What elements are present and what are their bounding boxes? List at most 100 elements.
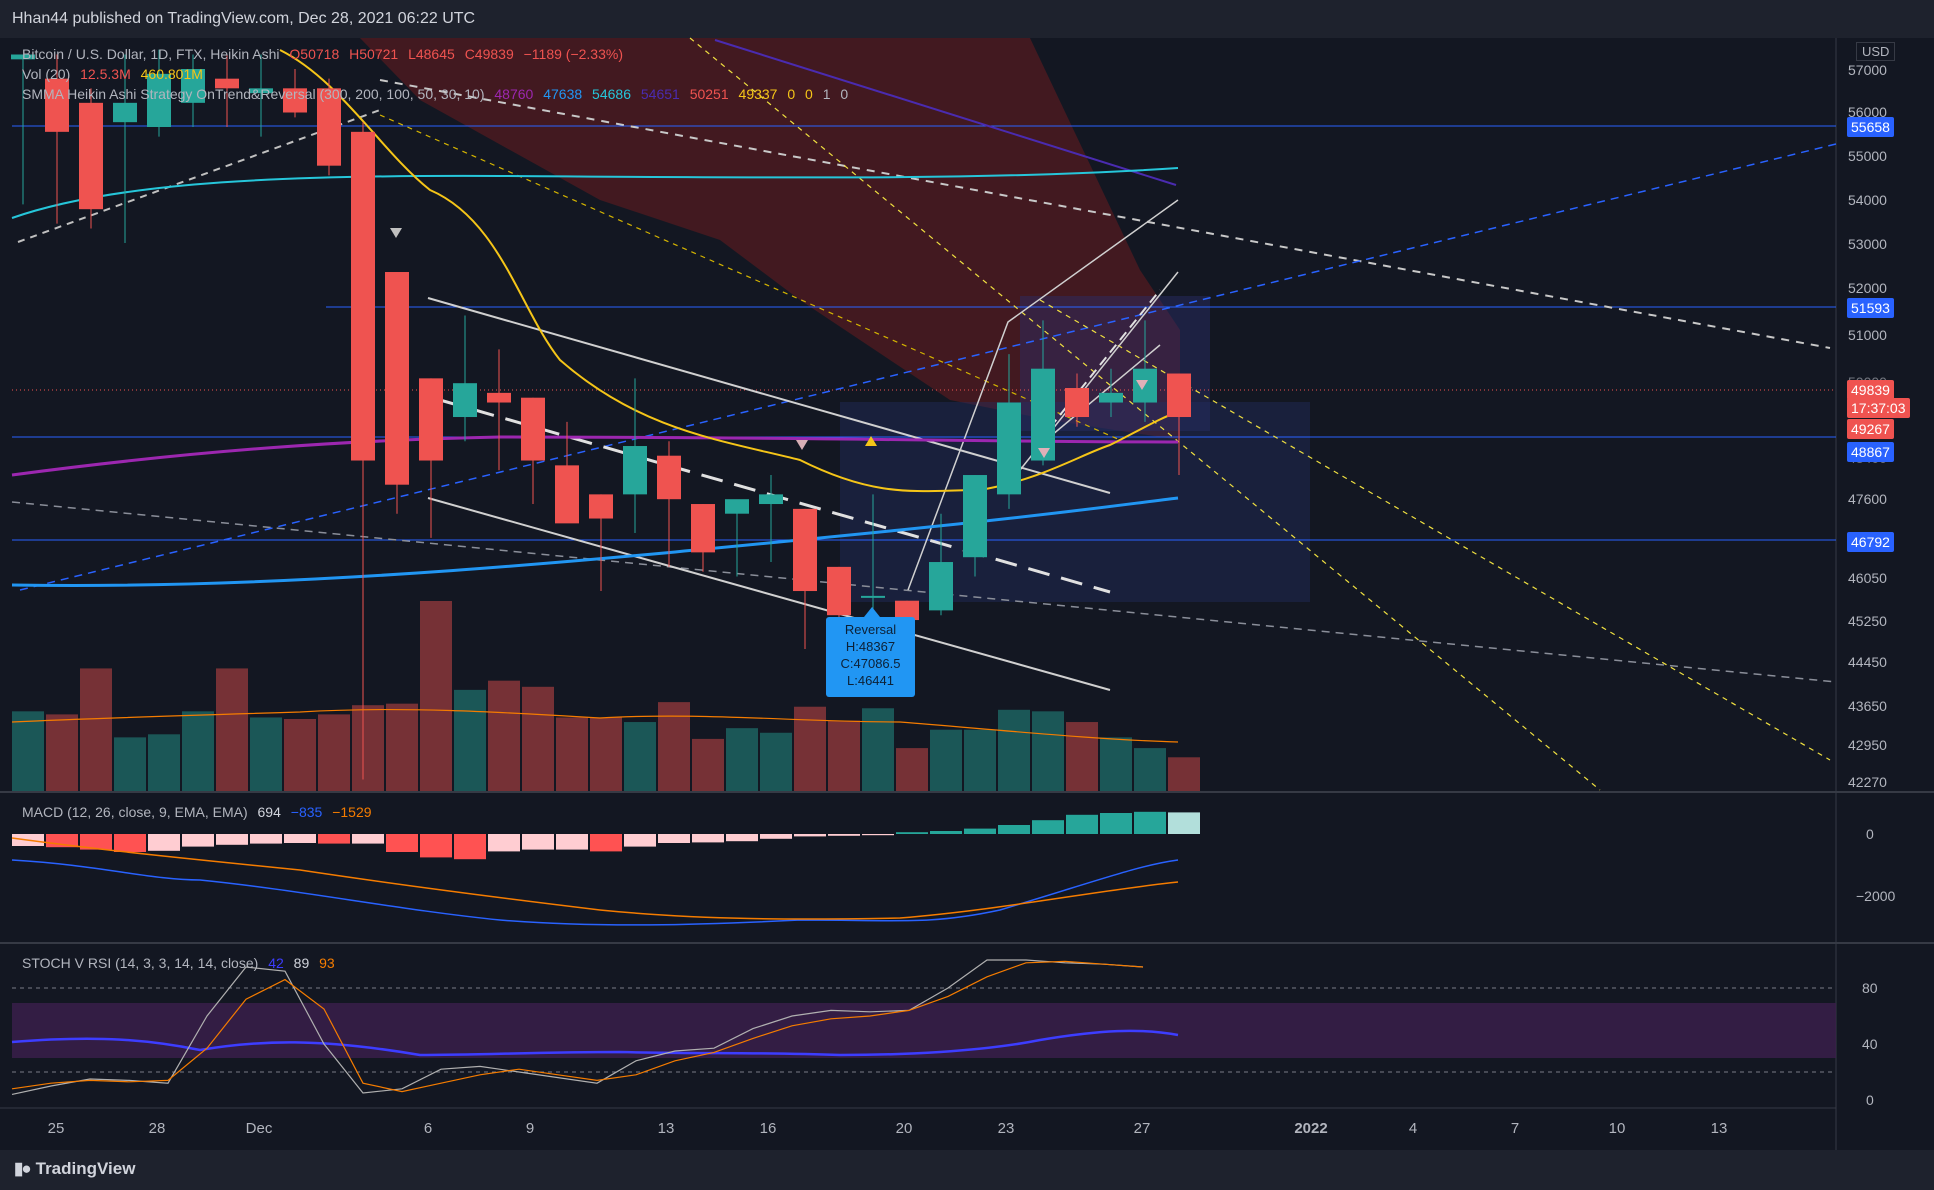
- brand-name: TradingView: [35, 1159, 136, 1178]
- macd-bar: [250, 834, 282, 844]
- price-tag-51593: 51593: [1847, 298, 1894, 318]
- symbol-name[interactable]: Bitcoin / U.S. Dollar, 1D, FTX, Heikin A…: [22, 46, 280, 62]
- volume-bar: [12, 711, 44, 791]
- currency-badge[interactable]: USD: [1856, 42, 1896, 61]
- stoch-v2: 89: [293, 955, 310, 971]
- macd-name[interactable]: MACD (12, 26, close, 9, EMA, EMA): [22, 804, 248, 820]
- stoch-axis-label: 0: [1866, 1092, 1874, 1108]
- date-label: 10: [1608, 1120, 1626, 1137]
- macd-bar: [454, 834, 486, 860]
- tradingview-logo[interactable]: ▮● TradingView: [14, 1159, 135, 1179]
- trend-dashed-blue: [19, 143, 1837, 591]
- volume-bar: [896, 748, 928, 791]
- candle-body: [657, 455, 681, 500]
- price-chart[interactable]: [0, 0, 1934, 1150]
- vol-name[interactable]: Vol (20): [22, 66, 71, 82]
- candle-body: [895, 600, 919, 621]
- ma-cyan: [11, 167, 1179, 219]
- stoch-k-line: [11, 959, 1144, 1095]
- rising-wedge: [907, 199, 1179, 591]
- macd-bar: [828, 834, 860, 836]
- stoch-axis-label: 40: [1862, 1036, 1878, 1052]
- volume-bar: [828, 720, 860, 791]
- macd-v2: −835: [290, 804, 323, 820]
- macd-bar: [148, 834, 180, 851]
- main-legend[interactable]: Bitcoin / U.S. Dollar, 1D, FTX, Heikin A…: [22, 46, 629, 62]
- stoch-band: [12, 1003, 1836, 1058]
- vol-value-2: 460.801M: [140, 66, 203, 82]
- volume-bar: [318, 714, 350, 791]
- volume-bar: [1066, 722, 1098, 791]
- price-label: 43650: [1848, 698, 1887, 714]
- candle-body: [1167, 373, 1191, 418]
- price-label: 53000: [1848, 236, 1887, 252]
- stoch-rsi-line: [11, 1029, 1179, 1057]
- candle-body: [1133, 368, 1157, 403]
- macd-bar: [352, 834, 384, 844]
- candle-body: [725, 499, 749, 514]
- macd-bar: [386, 834, 418, 852]
- price-label: 47600: [1848, 491, 1887, 507]
- smma-name[interactable]: SMMA Heikin Ashi Strategy OnTrend&Revers…: [22, 86, 485, 102]
- date-label: 23: [997, 1120, 1015, 1137]
- volume-bar: [46, 714, 78, 791]
- macd-bar: [862, 834, 894, 836]
- macd-bar: [590, 834, 622, 852]
- macd-bar: [658, 834, 690, 843]
- date-label: 7: [1510, 1120, 1520, 1137]
- volume-bar: [658, 702, 690, 791]
- smma-legend[interactable]: SMMA Heikin Ashi Strategy OnTrend&Revers…: [22, 86, 854, 102]
- ma-yellow: [279, 49, 1179, 493]
- candle-body: [181, 69, 205, 103]
- price-label: 46050: [1848, 570, 1887, 586]
- macd-line: [11, 859, 1179, 926]
- high-value: H50721: [349, 46, 399, 62]
- macd-bar: [182, 834, 214, 847]
- volume-bar: [284, 718, 316, 791]
- candle-body: [861, 595, 885, 598]
- stoch-v3: 93: [319, 955, 335, 971]
- macd-bar: [896, 832, 928, 834]
- volume-bar: [998, 709, 1030, 791]
- vol-value-1: 12.5.3M: [80, 66, 131, 82]
- macd-bar: [1100, 813, 1132, 834]
- candle-body: [113, 102, 137, 123]
- volume-bar: [624, 722, 656, 791]
- close-value: C49839: [464, 46, 514, 62]
- reversal-title: Reversal: [844, 622, 897, 637]
- candle-body: [1065, 388, 1089, 418]
- candle-body: [623, 446, 647, 495]
- triangle-marker-up-2: [1038, 448, 1050, 458]
- price-tag-55658: 55658: [1847, 117, 1894, 137]
- price-tag-48867: 48867: [1847, 442, 1894, 462]
- stoch-name[interactable]: STOCH V RSI (14, 3, 3, 14, 14, close): [22, 955, 259, 971]
- ma-blue: [11, 496, 1179, 588]
- smma-v2: 47638: [543, 86, 583, 102]
- channel-lower: [427, 497, 1111, 691]
- smma-v9: 1: [822, 86, 831, 102]
- price-label: 42270: [1848, 774, 1887, 790]
- stoch-legend[interactable]: STOCH V RSI (14, 3, 3, 14, 14, close) 42…: [22, 955, 341, 971]
- candle-body: [351, 131, 375, 461]
- candle-body: [249, 88, 273, 94]
- macd-axis-label: −2000: [1856, 888, 1896, 904]
- candle-body: [929, 562, 953, 611]
- macd-legend[interactable]: MACD (12, 26, close, 9, EMA, EMA) 694 −8…: [22, 804, 378, 820]
- candle-body: [453, 383, 477, 418]
- date-label: 6: [423, 1120, 433, 1137]
- vol-legend[interactable]: Vol (20) 12.5.3M 460.801M: [22, 66, 209, 82]
- candle-body: [147, 73, 171, 128]
- price-label: 55000: [1848, 148, 1887, 164]
- macd-v3: −1529: [332, 804, 372, 820]
- volume-bar: [420, 601, 452, 791]
- publisher-bar: Hhan44 published on TradingView.com, Dec…: [0, 0, 1934, 38]
- price-label: 51000: [1848, 327, 1887, 343]
- reversal-high: H:48367: [845, 639, 896, 654]
- volume-bar: [964, 729, 996, 791]
- candles: [11, 49, 1191, 780]
- volume-bar: [862, 708, 894, 791]
- smma-v3: 54686: [592, 86, 631, 102]
- candle-body: [487, 392, 511, 403]
- macd-bar: [1134, 811, 1166, 834]
- candle-body: [79, 102, 103, 210]
